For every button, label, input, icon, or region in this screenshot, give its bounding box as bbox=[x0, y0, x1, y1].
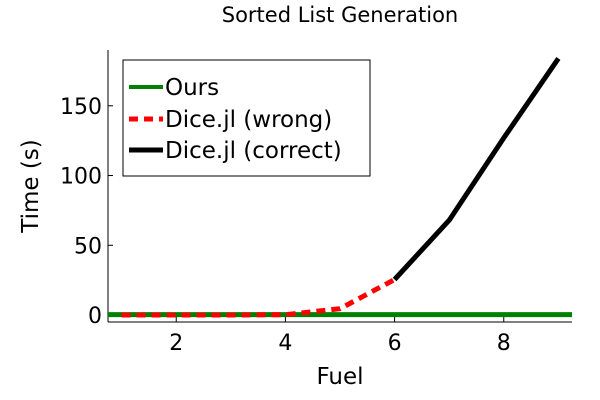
x-tick-label: 8 bbox=[497, 331, 511, 356]
chart-title: Sorted List Generation bbox=[222, 3, 459, 27]
x-tick-label: 6 bbox=[388, 331, 402, 356]
y-axis-label: Time (s) bbox=[18, 139, 44, 234]
series-line-dice-correct bbox=[392, 56, 561, 282]
x-tick-label: 2 bbox=[169, 331, 183, 356]
legend: Ours Dice.jl (wrong) Dice.jl (correct) bbox=[122, 59, 371, 177]
series-line-dice-wrong bbox=[121, 277, 396, 318]
y-tick-label: 150 bbox=[60, 95, 102, 120]
x-ticks: 2 4 6 8 bbox=[169, 317, 511, 356]
x-axis-label: Fuel bbox=[316, 364, 363, 390]
x-tick-label: 4 bbox=[278, 331, 292, 356]
legend-label-ours: Ours bbox=[165, 75, 219, 101]
legend-label-dice-correct: Dice.jl (correct) bbox=[165, 138, 342, 164]
legend-box bbox=[122, 59, 371, 177]
y-tick-label: 50 bbox=[74, 234, 102, 259]
y-ticks: 0 50 100 150 bbox=[60, 95, 113, 329]
y-tick-label: 100 bbox=[60, 165, 102, 190]
legend-label-dice-wrong: Dice.jl (wrong) bbox=[165, 107, 332, 133]
plot-lines bbox=[108, 56, 572, 318]
y-tick-label: 0 bbox=[88, 304, 102, 329]
